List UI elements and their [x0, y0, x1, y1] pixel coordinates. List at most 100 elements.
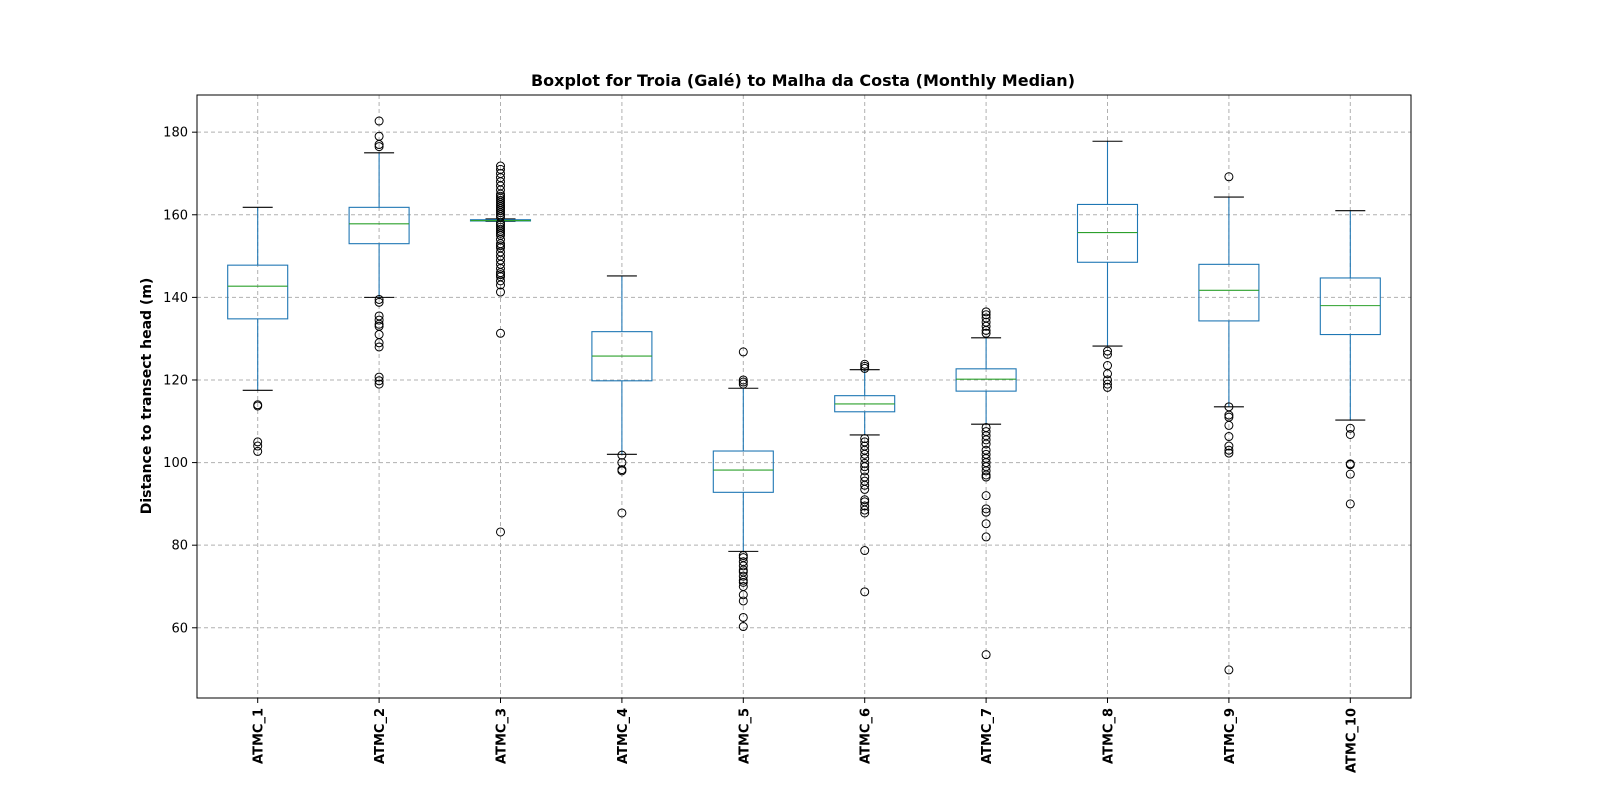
outlier-point — [374, 372, 384, 382]
box-ATMC_9 — [1198, 263, 1260, 322]
outlier-point — [860, 587, 870, 597]
x-tick-label: ATMC_3 — [495, 708, 510, 764]
y-tick-label: 100 — [163, 456, 188, 471]
y-tick-label: 140 — [163, 291, 188, 306]
outlier-point — [981, 507, 991, 517]
outlier-point — [738, 377, 748, 387]
outlier-point — [860, 462, 870, 472]
box-ATMC_10 — [1319, 277, 1381, 336]
outlier-point — [1224, 665, 1234, 675]
x-tick-label: ATMC_10 — [1344, 708, 1359, 773]
outlier-point — [860, 363, 870, 373]
y-tick-label: 60 — [171, 621, 188, 636]
outlier-point — [981, 310, 991, 320]
outlier-point — [981, 325, 991, 335]
outlier-point — [1103, 379, 1112, 389]
outlier-point — [1345, 499, 1355, 509]
outlier-point — [374, 297, 384, 307]
outlier-point — [860, 546, 870, 556]
outlier-point — [496, 208, 505, 218]
outlier-point — [617, 450, 627, 460]
outlier-point — [981, 439, 991, 449]
outlier-point — [1345, 423, 1355, 433]
outlier-point — [738, 571, 748, 581]
box-ATMC_1 — [227, 264, 289, 320]
outlier-point — [981, 472, 991, 482]
outlier-point — [374, 376, 384, 386]
outlier-point — [374, 319, 384, 329]
outlier-point — [981, 491, 991, 501]
outlier-point — [981, 532, 991, 542]
outlier-point — [1224, 441, 1234, 451]
outlier-point — [496, 161, 505, 171]
outlier-point — [981, 435, 991, 445]
outlier-point — [981, 650, 991, 660]
outlier-point — [738, 622, 748, 632]
outlier-point — [496, 328, 505, 338]
outlier-point — [738, 561, 748, 571]
outlier-point — [1224, 448, 1234, 458]
plot-frame — [196, 94, 1412, 699]
outlier-point — [1345, 429, 1355, 439]
outlier-point — [981, 466, 991, 476]
outlier-point — [496, 206, 505, 216]
x-tick-label: ATMC_8 — [1102, 708, 1117, 764]
outlier-point — [738, 347, 748, 357]
outlier-point — [738, 575, 748, 585]
outlier-point — [617, 466, 627, 476]
y-axis-label: Distance to transect head (m) — [139, 278, 155, 515]
x-tick-label: ATMC_1 — [252, 708, 267, 764]
box-ATMC_5 — [712, 450, 774, 493]
outlier-point — [981, 328, 991, 338]
outlier-point — [860, 466, 870, 476]
outlier-point — [860, 501, 870, 511]
outlier-point — [1224, 432, 1234, 442]
outlier-point — [496, 527, 505, 537]
chart-title: Boxplot for Troia (Galé) to Malha da Cos… — [531, 71, 1075, 90]
outlier-point — [496, 280, 505, 290]
x-tick-label: ATMC_6 — [859, 708, 874, 764]
outlier-point — [1224, 445, 1234, 455]
outlier-point — [496, 228, 505, 238]
outlier-point — [496, 276, 505, 286]
x-tick-label: ATMC_5 — [737, 708, 752, 764]
outlier-point — [374, 338, 384, 348]
outlier-point — [738, 577, 748, 587]
outlier-point — [738, 590, 748, 600]
outlier-point — [253, 401, 263, 411]
outlier-point — [860, 508, 870, 518]
outlier-point — [860, 495, 870, 505]
outlier-point — [981, 307, 991, 317]
outlier-point — [981, 519, 991, 529]
outlier-point — [738, 375, 748, 385]
box-ATMC_2 — [348, 206, 410, 245]
outlier-point — [860, 434, 870, 444]
outlier-point — [617, 508, 627, 518]
x-tick-label: ATMC_4 — [616, 708, 631, 764]
outlier-point — [374, 142, 384, 152]
outlier-point — [496, 224, 505, 234]
outlier-point — [738, 565, 748, 575]
outlier-point — [738, 612, 748, 622]
x-tick-label: ATMC_7 — [980, 708, 995, 764]
outlier-point — [1345, 469, 1355, 479]
outlier-point — [860, 449, 870, 459]
outlier-point — [496, 270, 505, 280]
outlier-point — [374, 315, 384, 325]
outlier-point — [860, 359, 870, 369]
x-tick-label: ATMC_9 — [1223, 708, 1238, 764]
box-ATMC_8 — [1076, 203, 1139, 263]
outlier-point — [860, 458, 870, 468]
outlier-point — [253, 437, 263, 447]
outlier-point — [860, 484, 870, 494]
outlier-point — [1103, 349, 1112, 359]
outlier-point — [496, 241, 505, 251]
x-tick-label: ATMC_2 — [373, 708, 388, 764]
outlier-point — [374, 294, 384, 304]
outlier-point — [1224, 410, 1234, 420]
outlier-point — [1224, 420, 1234, 430]
outlier-point — [374, 379, 384, 389]
outlier-point — [253, 446, 263, 456]
